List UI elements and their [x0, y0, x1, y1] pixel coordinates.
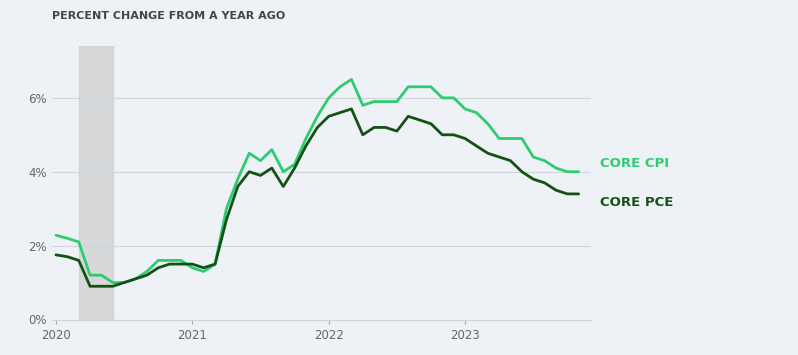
Text: CORE PCE: CORE PCE — [600, 196, 674, 209]
Bar — [79, 46, 113, 320]
Text: PERCENT CHANGE FROM A YEAR AGO: PERCENT CHANGE FROM A YEAR AGO — [52, 11, 285, 21]
Text: CORE CPI: CORE CPI — [600, 157, 670, 170]
